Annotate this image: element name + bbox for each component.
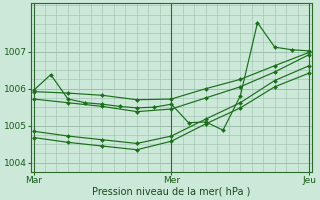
X-axis label: Pression niveau de la mer( hPa ): Pression niveau de la mer( hPa ) [92,187,251,197]
